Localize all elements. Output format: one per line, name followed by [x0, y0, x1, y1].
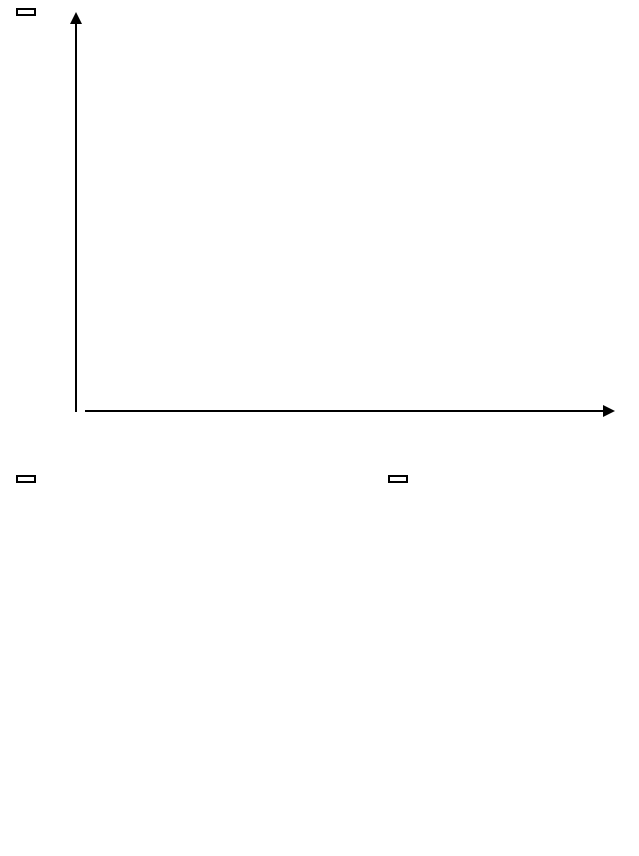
- panel-c-plot-1: [405, 530, 625, 680]
- figure-root: [0, 0, 639, 856]
- panel-a-y-arrow: [70, 12, 82, 412]
- panel-label-2c: [388, 475, 408, 483]
- panel-label-2b: [16, 475, 36, 483]
- panel-label-2a: [16, 8, 36, 16]
- panel-b-stripplot: [55, 530, 360, 830]
- panel-c-plot-2: [405, 700, 625, 850]
- panel-a-x-arrow: [85, 405, 615, 417]
